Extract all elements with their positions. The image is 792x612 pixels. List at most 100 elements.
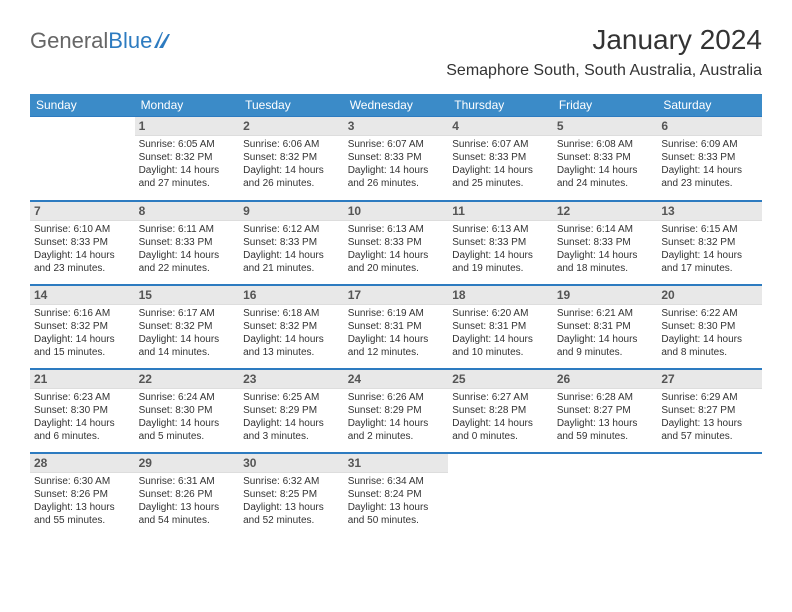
day-detail-line: Sunrise: 6:23 AM — [34, 391, 131, 404]
dayname-wed: Wednesday — [344, 94, 449, 117]
calendar-cell: 18Sunrise: 6:20 AMSunset: 8:31 PMDayligh… — [448, 285, 553, 369]
day-details: Sunrise: 6:32 AMSunset: 8:25 PMDaylight:… — [239, 473, 344, 531]
day-detail-line: Sunrise: 6:12 AM — [243, 223, 340, 236]
day-details: Sunrise: 6:08 AMSunset: 8:33 PMDaylight:… — [553, 136, 658, 194]
day-detail-line: Sunset: 8:30 PM — [34, 404, 131, 417]
day-detail-line: Sunset: 8:26 PM — [139, 488, 236, 501]
day-detail-line: Sunset: 8:33 PM — [557, 151, 654, 164]
calendar-week-row: 7Sunrise: 6:10 AMSunset: 8:33 PMDaylight… — [30, 201, 762, 285]
day-detail-line: Sunrise: 6:16 AM — [34, 307, 131, 320]
day-number: 2 — [239, 117, 344, 136]
day-detail-line: Sunset: 8:33 PM — [348, 151, 445, 164]
calendar-cell: 25Sunrise: 6:27 AMSunset: 8:28 PMDayligh… — [448, 369, 553, 453]
day-number: 16 — [239, 286, 344, 305]
dayname-mon: Monday — [135, 94, 240, 117]
calendar-cell: 22Sunrise: 6:24 AMSunset: 8:30 PMDayligh… — [135, 369, 240, 453]
calendar-cell: 7Sunrise: 6:10 AMSunset: 8:33 PMDaylight… — [30, 201, 135, 285]
day-detail-line: Daylight: 14 hours — [557, 249, 654, 262]
day-detail-line: and 26 minutes. — [348, 177, 445, 190]
day-number: 9 — [239, 202, 344, 221]
day-detail-line: Sunrise: 6:30 AM — [34, 475, 131, 488]
day-detail-line: Daylight: 14 hours — [243, 249, 340, 262]
day-detail-line: Daylight: 14 hours — [661, 164, 758, 177]
day-detail-line: Daylight: 14 hours — [452, 164, 549, 177]
calendar-cell: 15Sunrise: 6:17 AMSunset: 8:32 PMDayligh… — [135, 285, 240, 369]
calendar-cell: 14Sunrise: 6:16 AMSunset: 8:32 PMDayligh… — [30, 285, 135, 369]
day-detail-line: Daylight: 13 hours — [348, 501, 445, 514]
day-detail-line: Sunset: 8:32 PM — [139, 320, 236, 333]
day-number: 17 — [344, 286, 449, 305]
day-details: Sunrise: 6:25 AMSunset: 8:29 PMDaylight:… — [239, 389, 344, 447]
day-details: Sunrise: 6:05 AMSunset: 8:32 PMDaylight:… — [135, 136, 240, 194]
day-detail-line: and 13 minutes. — [243, 346, 340, 359]
day-detail-line: Sunset: 8:31 PM — [452, 320, 549, 333]
day-detail-line: and 12 minutes. — [348, 346, 445, 359]
day-detail-line: Sunset: 8:24 PM — [348, 488, 445, 501]
day-number: 29 — [135, 454, 240, 473]
day-detail-line: Sunrise: 6:06 AM — [243, 138, 340, 151]
day-detail-line: Sunset: 8:33 PM — [661, 151, 758, 164]
calendar-week-row: 28Sunrise: 6:30 AMSunset: 8:26 PMDayligh… — [30, 453, 762, 537]
day-details: Sunrise: 6:17 AMSunset: 8:32 PMDaylight:… — [135, 305, 240, 363]
day-detail-line: Daylight: 14 hours — [348, 417, 445, 430]
day-detail-line: Sunset: 8:33 PM — [452, 151, 549, 164]
day-number: 5 — [553, 117, 658, 136]
day-number: 28 — [30, 454, 135, 473]
day-details: Sunrise: 6:07 AMSunset: 8:33 PMDaylight:… — [344, 136, 449, 194]
day-detail-line: Sunset: 8:33 PM — [557, 236, 654, 249]
day-detail-line: Daylight: 14 hours — [452, 333, 549, 346]
page-title: January 2024 — [592, 24, 762, 56]
day-details: Sunrise: 6:30 AMSunset: 8:26 PMDaylight:… — [30, 473, 135, 531]
day-detail-line: Sunrise: 6:07 AM — [452, 138, 549, 151]
calendar-cell: 31Sunrise: 6:34 AMSunset: 8:24 PMDayligh… — [344, 453, 449, 537]
day-detail-line: and 10 minutes. — [452, 346, 549, 359]
day-detail-line: Daylight: 13 hours — [34, 501, 131, 514]
day-detail-line: Sunrise: 6:27 AM — [452, 391, 549, 404]
day-detail-line: Daylight: 14 hours — [452, 249, 549, 262]
calendar-cell: 23Sunrise: 6:25 AMSunset: 8:29 PMDayligh… — [239, 369, 344, 453]
day-details: Sunrise: 6:28 AMSunset: 8:27 PMDaylight:… — [553, 389, 658, 447]
day-detail-line: Daylight: 14 hours — [348, 164, 445, 177]
day-details: Sunrise: 6:10 AMSunset: 8:33 PMDaylight:… — [30, 221, 135, 279]
day-number: 30 — [239, 454, 344, 473]
calendar-cell: 2Sunrise: 6:06 AMSunset: 8:32 PMDaylight… — [239, 117, 344, 201]
day-detail-line: Daylight: 14 hours — [243, 164, 340, 177]
day-detail-line: Sunset: 8:31 PM — [348, 320, 445, 333]
day-detail-line: Sunrise: 6:20 AM — [452, 307, 549, 320]
day-detail-line: and 52 minutes. — [243, 514, 340, 527]
day-detail-line: Daylight: 14 hours — [139, 333, 236, 346]
day-detail-line: Sunrise: 6:34 AM — [348, 475, 445, 488]
day-detail-line: and 27 minutes. — [139, 177, 236, 190]
day-detail-line: Daylight: 14 hours — [557, 164, 654, 177]
day-details: Sunrise: 6:19 AMSunset: 8:31 PMDaylight:… — [344, 305, 449, 363]
day-number: 23 — [239, 370, 344, 389]
day-number: 13 — [657, 202, 762, 221]
day-detail-line: Sunrise: 6:17 AM — [139, 307, 236, 320]
brand-flag-icon — [154, 32, 176, 50]
day-detail-line: Daylight: 14 hours — [139, 164, 236, 177]
calendar-week-row: 14Sunrise: 6:16 AMSunset: 8:32 PMDayligh… — [30, 285, 762, 369]
day-number: 6 — [657, 117, 762, 136]
day-detail-line: Daylight: 14 hours — [34, 249, 131, 262]
day-number: 14 — [30, 286, 135, 305]
day-detail-line: Sunrise: 6:21 AM — [557, 307, 654, 320]
day-detail-line: Sunrise: 6:13 AM — [452, 223, 549, 236]
day-detail-line: Sunrise: 6:29 AM — [661, 391, 758, 404]
day-detail-line: and 15 minutes. — [34, 346, 131, 359]
dayname-sun: Sunday — [30, 94, 135, 117]
day-detail-line: Sunset: 8:33 PM — [348, 236, 445, 249]
day-detail-line: Daylight: 14 hours — [243, 417, 340, 430]
day-detail-line: Daylight: 13 hours — [661, 417, 758, 430]
day-detail-line: Sunset: 8:33 PM — [34, 236, 131, 249]
day-detail-line: and 2 minutes. — [348, 430, 445, 443]
day-detail-line: and 23 minutes. — [661, 177, 758, 190]
day-detail-line: and 9 minutes. — [557, 346, 654, 359]
day-number: 3 — [344, 117, 449, 136]
day-detail-line: Sunset: 8:27 PM — [661, 404, 758, 417]
calendar-cell: 28Sunrise: 6:30 AMSunset: 8:26 PMDayligh… — [30, 453, 135, 537]
day-detail-line: Sunrise: 6:31 AM — [139, 475, 236, 488]
day-number: 15 — [135, 286, 240, 305]
day-detail-line: Daylight: 14 hours — [557, 333, 654, 346]
day-details: Sunrise: 6:22 AMSunset: 8:30 PMDaylight:… — [657, 305, 762, 363]
day-detail-line: Sunrise: 6:15 AM — [661, 223, 758, 236]
